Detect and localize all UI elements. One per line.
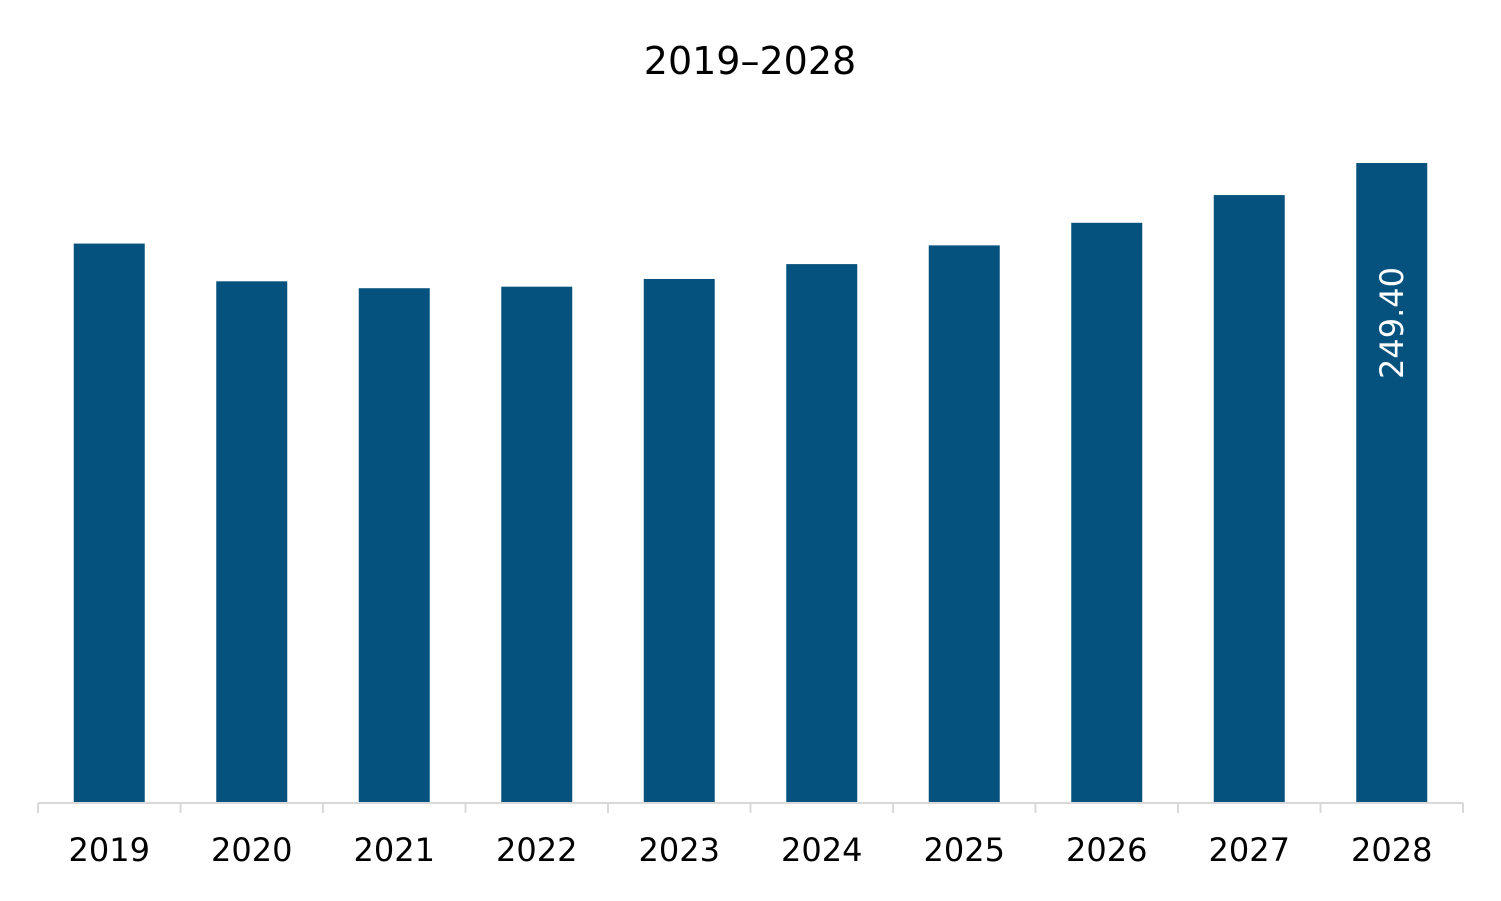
bar-2024	[786, 264, 858, 803]
x-tick-label-2022: 2022	[496, 831, 577, 869]
bar-2025	[928, 245, 1000, 803]
x-axis-ticks	[37, 803, 1464, 813]
bar-2023	[643, 278, 715, 804]
data-label-2028: 249.40	[1373, 267, 1411, 379]
x-tick-label-2025: 2025	[924, 831, 1005, 869]
x-tick-label-2023: 2023	[639, 831, 720, 869]
x-tick-label-2024: 2024	[781, 831, 862, 869]
data-labels-group: 249.40	[1373, 267, 1411, 379]
bar-2021	[358, 288, 430, 804]
x-tick-label-2026: 2026	[1066, 831, 1147, 869]
x-axis-tick-labels: 2019 2020 2021 2022 2023 2024 2025 2026 2027 2028	[69, 831, 1433, 869]
bar-2026	[1071, 222, 1143, 803]
bar-2022	[501, 286, 573, 803]
bar-2019	[73, 243, 145, 803]
bar-2028	[1356, 163, 1428, 803]
bar-2027	[1213, 195, 1285, 804]
x-tick-label-2021: 2021	[354, 831, 435, 869]
bar-2020	[216, 281, 288, 803]
chart-title: 2019–2028	[644, 39, 856, 83]
bars-group	[73, 163, 1428, 804]
x-tick-label-2027: 2027	[1209, 831, 1290, 869]
x-tick-label-2019: 2019	[69, 831, 150, 869]
x-tick-label-2028: 2028	[1351, 831, 1432, 869]
x-tick-label-2020: 2020	[211, 831, 292, 869]
